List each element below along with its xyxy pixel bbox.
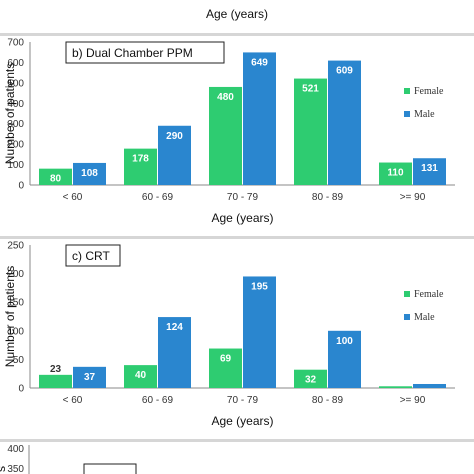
- legend-label-male: Male: [414, 312, 435, 323]
- bar-data-label: 80: [50, 174, 62, 185]
- legend-swatch-male: [404, 111, 410, 117]
- bar-female: [294, 78, 327, 185]
- bar-male: [158, 125, 191, 185]
- legend-swatch-female: [404, 291, 410, 297]
- y-tick-label: 400: [7, 99, 24, 110]
- x-tick-label: 70 - 79: [227, 395, 259, 406]
- y-tick-label: 600: [7, 58, 24, 69]
- bar-data-label: 124: [166, 322, 183, 333]
- bottom-ytick-350: 350: [7, 464, 24, 474]
- bar-data-label: 40: [135, 370, 147, 381]
- chart-title: b) Dual Chamber PPM: [72, 46, 193, 60]
- bar-data-label: 609: [336, 66, 353, 77]
- x-tick-label: 60 - 69: [142, 395, 174, 406]
- y-tick-label: 300: [7, 119, 24, 130]
- y-tick-label: 50: [13, 355, 25, 366]
- x-axis-label: Age (years): [211, 211, 273, 225]
- chart-title: c) CRT: [72, 249, 110, 263]
- x-tick-label: 70 - 79: [227, 192, 259, 203]
- bar-female: [209, 348, 242, 388]
- bar-male: [328, 60, 361, 186]
- bar-data-label: 37: [84, 372, 96, 383]
- bar-data-label: 521: [302, 84, 319, 95]
- bar-female: [294, 369, 327, 388]
- legend-label-male: Male: [414, 109, 435, 120]
- bar-data-label: 32: [305, 375, 317, 386]
- bar-female: [124, 148, 157, 185]
- bar-female: [379, 386, 412, 388]
- bar-data-label: 23: [50, 364, 62, 375]
- bar-data-label: 100: [336, 336, 353, 347]
- x-tick-label: < 60: [63, 395, 83, 406]
- bar-male: [158, 317, 191, 388]
- bar-data-label: 110: [387, 168, 404, 179]
- top-xlabel: Age (years): [205, 7, 269, 21]
- legend-label-female: Female: [414, 289, 444, 300]
- bar-data-label: 178: [132, 154, 149, 165]
- y-tick-label: 250: [7, 241, 24, 252]
- x-tick-label: < 60: [63, 192, 83, 203]
- bottom-ytick-400: 400: [7, 444, 24, 455]
- y-tick-label: 500: [7, 78, 24, 89]
- legend-swatch-male: [404, 314, 410, 320]
- x-tick-label: >= 90: [400, 395, 426, 406]
- y-tick-label: 150: [7, 298, 24, 309]
- y-tick-label: 0: [18, 181, 24, 192]
- legend-label-female: Female: [414, 86, 444, 97]
- legend-swatch-female: [404, 88, 410, 94]
- chart-title-box: [65, 41, 225, 64]
- y-tick-label: 100: [7, 326, 24, 337]
- separator-1: [0, 33, 474, 36]
- bar-female: [124, 365, 157, 388]
- y-tick-label: 100: [7, 160, 24, 171]
- bar-male: [413, 158, 446, 185]
- bar-male: [243, 52, 276, 185]
- bar-female: [39, 168, 72, 185]
- chart-next-fragment: 400 350 s: [0, 444, 137, 474]
- bottom-ylabel-fragment: s: [0, 466, 8, 472]
- chart-crt: 0 50 100 150 200 250 Number of patients < 60 23 3…: [3, 241, 455, 428]
- bar-female: [379, 162, 412, 185]
- bar-data-label: 108: [81, 168, 98, 179]
- bar-male: [73, 366, 106, 388]
- bar-female: [209, 86, 242, 185]
- bar-data-label: 480: [217, 92, 234, 103]
- separator-2: [0, 236, 474, 239]
- bar-male: [328, 330, 361, 388]
- bar-data-label: 131: [421, 163, 438, 174]
- x-tick-label: 80 - 89: [312, 395, 344, 406]
- bar-male: [73, 162, 106, 185]
- bar-data-label: 649: [251, 57, 268, 68]
- chart-title-box: [65, 244, 121, 267]
- x-tick-label: >= 90: [400, 192, 426, 203]
- bar-male: [413, 383, 446, 388]
- bottom-title-box: [83, 463, 137, 474]
- bar-data-label: 69: [220, 354, 232, 365]
- x-axis-label: Age (years): [211, 414, 273, 428]
- y-tick-label: 0: [18, 384, 24, 395]
- x-tick-label: 80 - 89: [312, 192, 344, 203]
- y-axis-label: Number of patients: [3, 266, 17, 367]
- bar-male: [243, 276, 276, 388]
- bar-data-label: 195: [251, 281, 268, 292]
- x-tick-label: 60 - 69: [142, 192, 174, 203]
- bar-data-label: 290: [166, 131, 183, 142]
- bar-female: [39, 374, 72, 388]
- y-axis-label: Number of patients: [3, 63, 17, 164]
- y-tick-label: 200: [7, 140, 24, 151]
- y-tick-label: 700: [7, 38, 24, 49]
- separator-3: [0, 439, 474, 442]
- y-tick-label: 200: [7, 269, 24, 280]
- chart-dual-chamber-ppm: 0 100 200 300 400 500 600 700 Number of patients…: [3, 38, 455, 225]
